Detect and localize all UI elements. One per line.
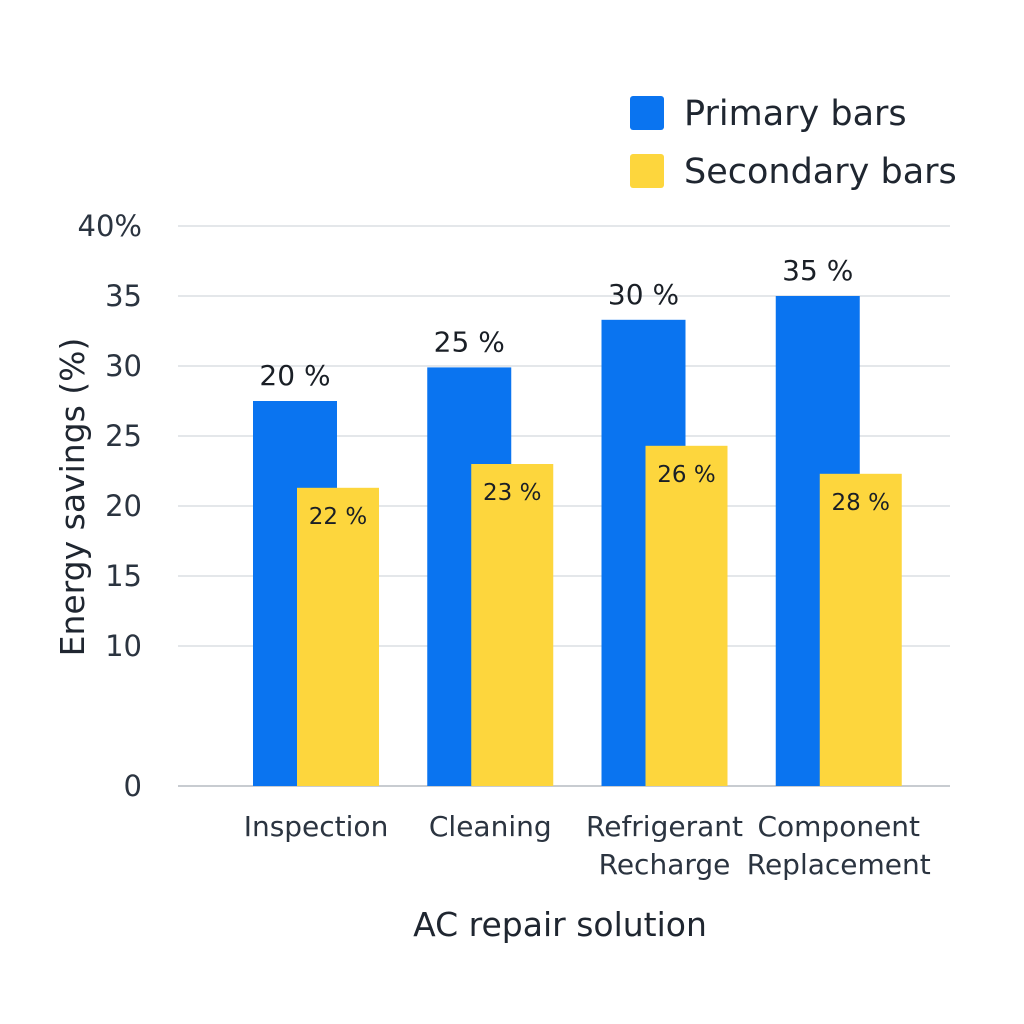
primary-bar-label: 35 %: [782, 254, 853, 287]
y-tick-label: 40%: [78, 209, 142, 243]
secondary-bar: [819, 473, 902, 786]
x-category-label: Cleaning: [429, 810, 552, 843]
secondary-bar-label: 22 %: [309, 504, 367, 530]
legend-swatch-primary: [630, 96, 664, 130]
y-tick-label: 35: [105, 279, 142, 313]
x-category-label: Inspection: [244, 810, 389, 843]
y-tick-label: 30: [105, 349, 142, 383]
primary-bar-label: 25 %: [434, 325, 505, 358]
primary-bar-label: 20 %: [259, 359, 330, 392]
secondary-bar: [297, 487, 379, 786]
primary-bar-label: 30 %: [608, 278, 679, 311]
y-tick-label: 25: [105, 419, 142, 453]
secondary-bar-label: 26 %: [657, 462, 715, 488]
y-axis-title: Energy savings (%): [53, 338, 92, 657]
bars: [253, 296, 902, 786]
x-category-label: Component: [757, 810, 920, 843]
secondary-bar-label: 28 %: [832, 490, 890, 516]
secondary-bar: [471, 464, 554, 786]
legend-label-secondary: Secondary bars: [684, 152, 957, 192]
y-tick-label: 15: [105, 559, 142, 593]
y-axis-ticks: 0 10 15 20 25 30 35 40%: [78, 209, 142, 803]
x-category-label: Refrigerant: [586, 810, 743, 843]
x-category-label: Replacement: [747, 848, 931, 881]
y-tick-label: 20: [105, 489, 142, 523]
bar-labels: 20 % 22 % 25 % 23 % 30 % 26 % 35 % 28 %: [259, 254, 890, 530]
x-axis-title: AC repair solution: [413, 905, 707, 944]
y-tick-label: 0: [124, 769, 142, 803]
y-tick-label: 10: [105, 629, 142, 663]
x-axis-categories: Inspection Cleaning Refrigerant Recharge Com…: [244, 810, 931, 881]
secondary-bar: [645, 445, 728, 786]
x-category-label: Recharge: [599, 848, 731, 881]
secondary-bar-label: 23 %: [483, 480, 541, 506]
legend: Primary bars Secondary bars: [630, 94, 957, 192]
legend-swatch-secondary: [630, 154, 664, 188]
legend-label-primary: Primary bars: [684, 94, 907, 134]
